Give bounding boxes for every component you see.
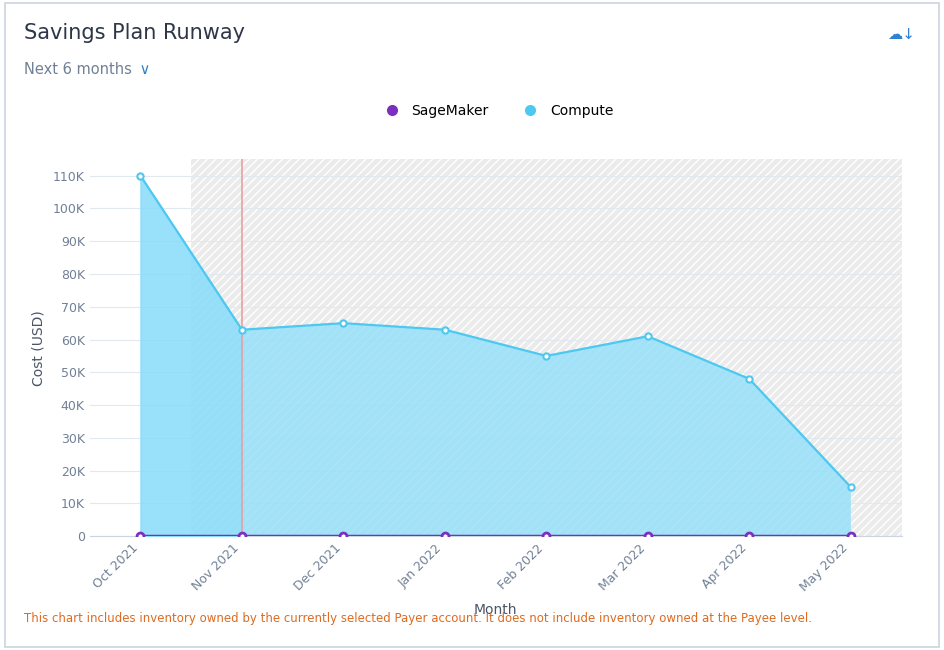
- Bar: [191, 159, 902, 536]
- Legend: SageMaker, Compute: SageMaker, Compute: [373, 98, 618, 124]
- Text: Next 6 months: Next 6 months: [24, 62, 131, 77]
- Text: ☁↓: ☁↓: [887, 27, 916, 42]
- Bar: [191, 159, 902, 536]
- X-axis label: Month: Month: [474, 603, 517, 617]
- Text: ∨: ∨: [135, 62, 150, 77]
- Text: This chart includes inventory owned by the currently selected Payer account. It : This chart includes inventory owned by t…: [24, 612, 812, 625]
- Text: Savings Plan Runway: Savings Plan Runway: [24, 23, 244, 43]
- Y-axis label: Cost (USD): Cost (USD): [32, 310, 46, 385]
